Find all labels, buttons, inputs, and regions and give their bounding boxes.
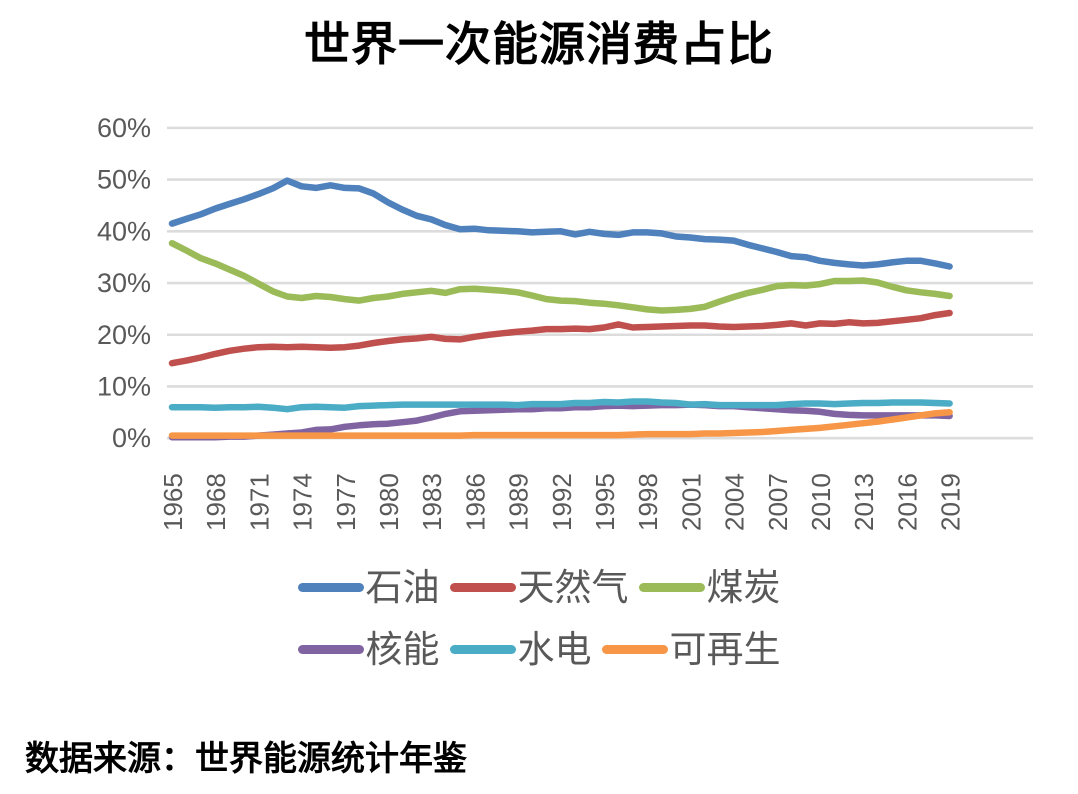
legend: 石油 天然气 煤炭核能 水电 可再生 bbox=[0, 556, 1078, 680]
legend-label-oil: 石油 bbox=[365, 565, 440, 609]
y-tick-label: 50% bbox=[97, 165, 151, 195]
x-tick-label: 2016 bbox=[892, 473, 922, 531]
x-tick-label: 1995 bbox=[590, 473, 620, 531]
x-tick-label: 2004 bbox=[720, 473, 750, 531]
x-tick-label: 1968 bbox=[201, 473, 231, 531]
legend-item-nuclear: 核能 bbox=[297, 627, 440, 671]
x-tick-label: 2010 bbox=[806, 473, 836, 531]
x-tick-label: 1992 bbox=[547, 473, 577, 531]
y-tick-label: 30% bbox=[97, 268, 151, 298]
legend-item-hydro: 水电 bbox=[449, 627, 592, 671]
x-tick-label: 1977 bbox=[331, 473, 361, 531]
x-tick-label: 2013 bbox=[849, 473, 879, 531]
legend-label-natural-gas: 天然气 bbox=[517, 565, 629, 609]
chart-title: 世界一次能源消费占比 bbox=[304, 17, 774, 71]
legend-label-coal: 煤炭 bbox=[706, 565, 781, 609]
y-tick-label: 20% bbox=[97, 320, 151, 350]
x-tick-label: 1974 bbox=[288, 473, 318, 531]
source-note: 数据来源：世界能源统计年鉴 bbox=[25, 739, 467, 779]
series-line-renewables bbox=[168, 409, 953, 439]
legend-swatch-nuclear bbox=[297, 644, 364, 654]
x-tick-label: 2019 bbox=[936, 473, 966, 531]
legend-item-coal: 煤炭 bbox=[638, 565, 781, 609]
x-tick-label: 2007 bbox=[763, 473, 793, 531]
legend-swatch-coal bbox=[638, 582, 705, 592]
x-tick-label: 1965 bbox=[158, 473, 188, 531]
legend-label-nuclear: 核能 bbox=[365, 627, 440, 671]
x-tick-label: 1980 bbox=[374, 473, 404, 531]
series-line-natural-gas bbox=[168, 309, 953, 367]
series-line-coal bbox=[168, 239, 953, 314]
x-tick-label: 1998 bbox=[633, 473, 663, 531]
legend-swatch-renewables bbox=[601, 644, 668, 654]
y-tick-label: 60% bbox=[97, 113, 151, 143]
legend-item-natural-gas: 天然气 bbox=[449, 565, 629, 609]
legend-row-2: 核能 水电 可再生 bbox=[0, 618, 1078, 680]
legend-label-renewables: 可再生 bbox=[669, 627, 781, 671]
legend-swatch-hydro bbox=[449, 644, 516, 654]
x-tick-label: 1983 bbox=[417, 473, 447, 531]
x-tick-label: 1986 bbox=[460, 473, 490, 531]
legend-label-hydro: 水电 bbox=[517, 627, 592, 671]
legend-swatch-natural-gas bbox=[449, 582, 516, 592]
series-line-oil bbox=[168, 177, 953, 270]
legend-swatch-oil bbox=[297, 582, 364, 592]
legend-item-oil: 石油 bbox=[297, 565, 440, 609]
x-tick-label: 1971 bbox=[244, 473, 274, 531]
plot-area: 60% 50% 40% 30% 20% 10% 0%1965 1968 1971 1974 1977… bbox=[97, 113, 1033, 531]
y-tick-label: 40% bbox=[97, 216, 151, 246]
legend-item-renewables: 可再生 bbox=[601, 627, 781, 671]
legend-row-1: 石油 天然气 煤炭 bbox=[0, 556, 1078, 618]
y-tick-label: 0% bbox=[112, 423, 151, 453]
x-tick-label: 2001 bbox=[676, 473, 706, 531]
y-tick-label: 10% bbox=[97, 371, 151, 401]
series-line-hydro bbox=[168, 398, 953, 413]
x-tick-label: 1989 bbox=[504, 473, 534, 531]
